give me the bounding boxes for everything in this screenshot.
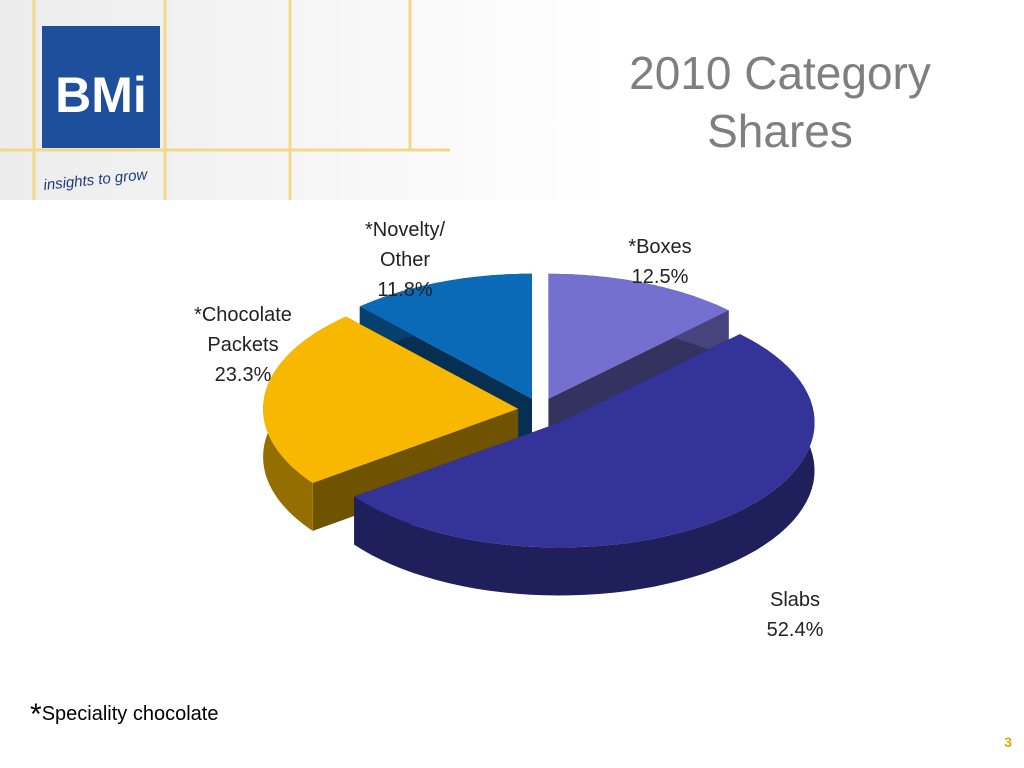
footnote-mark: * — [30, 698, 42, 731]
category-label: *Boxes — [628, 236, 692, 258]
value-label: 23.3% — [214, 364, 272, 386]
category-label: *Chocolate Packets — [194, 304, 292, 356]
slice-label: *Boxes 12.5% — [585, 232, 735, 292]
footnote: *Speciality chocolate — [30, 698, 218, 732]
slice-wall — [354, 334, 815, 596]
chart-title: 2010 Category Shares — [629, 47, 931, 157]
category-label: *Novelty/ Other — [364, 219, 446, 271]
slice — [359, 273, 532, 399]
slice — [548, 273, 729, 399]
category-label: Slabs — [769, 589, 821, 611]
footnote-text: Speciality chocolate — [41, 703, 219, 725]
slice-label: *Chocolate Packets 23.3% — [183, 300, 303, 390]
slice — [354, 334, 815, 548]
logo-box — [42, 26, 160, 148]
value-label: 12.5% — [631, 266, 689, 288]
page-number: 3 — [1004, 734, 1012, 750]
value-label: 11.8% — [377, 279, 433, 301]
slice — [263, 316, 519, 483]
logo-text: BMi — [55, 67, 147, 123]
slice-label: *Novelty/ Other 11.8% — [345, 215, 465, 305]
slice-label: Slabs 52.4% — [720, 585, 870, 645]
value-label: 52.4% — [766, 619, 824, 641]
